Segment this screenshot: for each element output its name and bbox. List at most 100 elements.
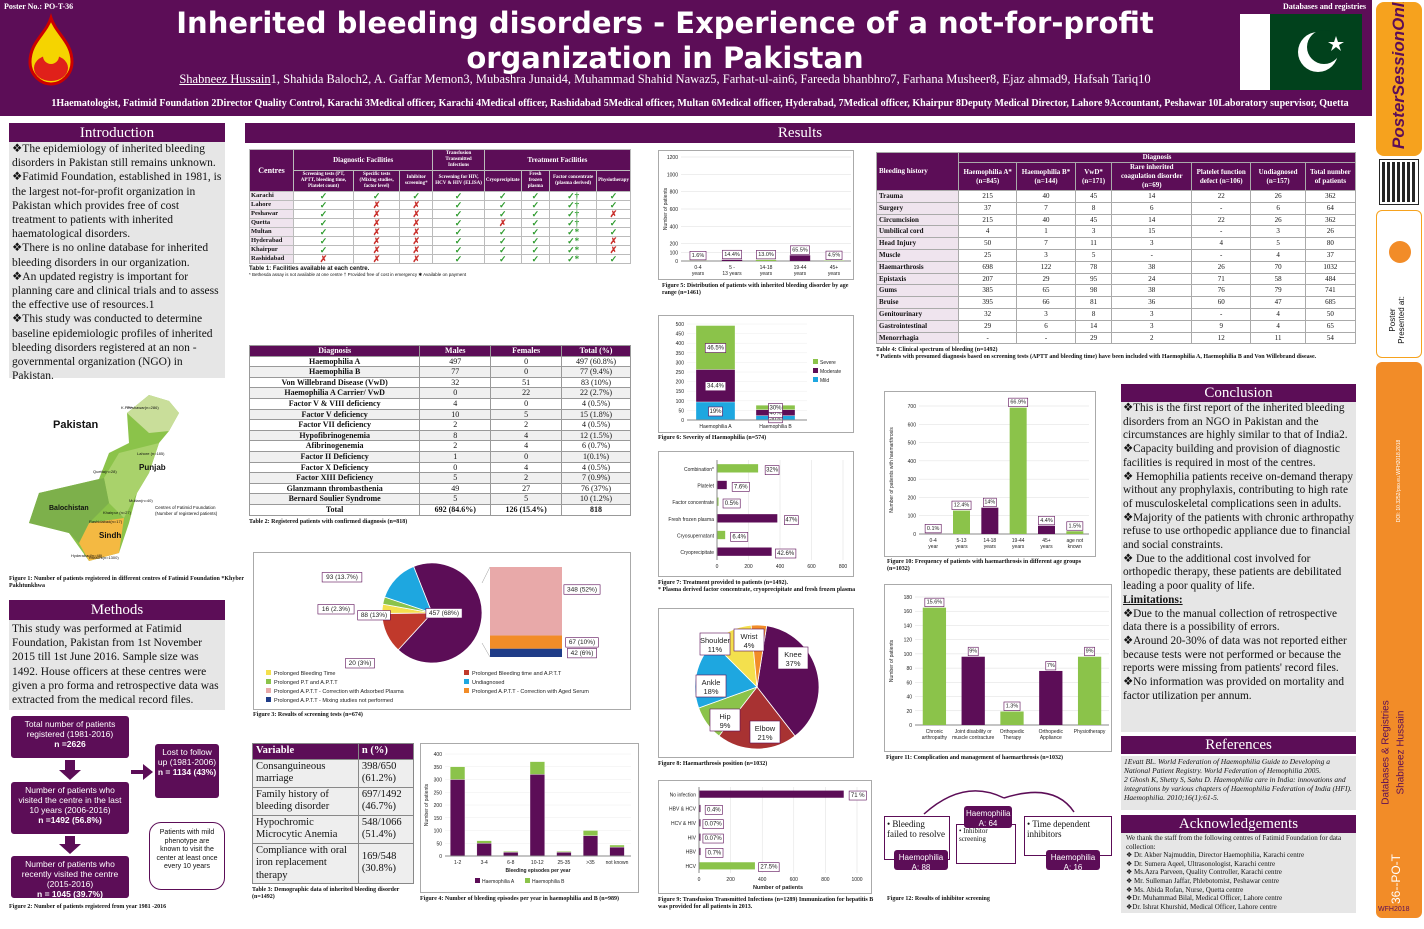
poster-header: Poster No.: PO-T-36 Databases and regist… <box>0 0 1372 116</box>
data-label: 9% <box>1086 649 1094 655</box>
map-label: Balochistan <box>49 505 89 512</box>
table-cell: 58 <box>1251 273 1306 285</box>
table-cell: 0 <box>491 367 562 378</box>
bar <box>699 791 844 798</box>
brand-panel[interactable]: PosterSessionOnline <box>1376 2 1422 156</box>
th-facility: Specific tests (Mixing studies, factor l… <box>354 171 400 192</box>
legend-label: Haemophilia B <box>532 879 565 885</box>
y-tick-label: 1000 <box>667 172 678 178</box>
legend-swatch <box>464 670 469 675</box>
bar <box>557 852 572 856</box>
table-cell: 7 (0.9%) <box>562 473 631 484</box>
table-cell: 2 <box>420 420 491 431</box>
data-label: 42.6% <box>777 551 795 557</box>
data-label: 66.9% <box>1010 400 1026 406</box>
data-label: 12.4% <box>954 503 970 509</box>
data-label: 0.07% <box>705 836 723 842</box>
table-cell: 8 <box>1075 308 1112 320</box>
table-cell: 4 <box>1251 249 1306 261</box>
y-tick-label: 400 <box>434 752 443 758</box>
table-cell: 29 <box>1017 273 1075 285</box>
table-cell: 32 <box>959 308 1017 320</box>
table-cell: Head Injury <box>877 238 959 250</box>
table-cell: 9 <box>1192 320 1251 332</box>
methods-heading: Methods <box>9 600 225 620</box>
list-item: ❖ Dr. Sumera Aqeel, Ultrasonologist, Kar… <box>1126 860 1351 869</box>
table-cell: 398/650 (61.2%) <box>358 759 413 787</box>
figure5-caption: Figure 5: Distribution of patients with … <box>662 283 858 297</box>
table-cell: 5 <box>1075 249 1112 261</box>
x-tick-label: years <box>692 271 705 277</box>
x-tick-label: 400 <box>758 877 767 883</box>
y-tick-label: 300 <box>908 477 917 483</box>
table-cell: Umbilical cord <box>877 226 959 238</box>
bar <box>699 862 755 869</box>
y-axis-label: Number of patients <box>663 187 669 230</box>
pie-value: 18% <box>703 687 718 696</box>
table-cell: 10 (1.2%) <box>562 494 631 505</box>
list-item: ❖ Ms.Azra Parveen, Quality Controller, K… <box>1126 868 1351 877</box>
y-tick-label: 60 <box>906 680 912 686</box>
table-cell: 12 (1.5%) <box>562 430 631 441</box>
breakdown-label: 42 (6%) <box>571 650 594 657</box>
flow-arrows <box>9 714 239 904</box>
table-cell: 0 <box>491 398 562 409</box>
bar <box>756 260 776 261</box>
y-tick-label: 400 <box>676 341 685 347</box>
map-label: Centres of Fatimid Foundation <box>155 505 216 510</box>
table-cell: 4 <box>1251 320 1306 332</box>
map-label: Rashidabad(n=17) <box>89 519 122 524</box>
data-label: 30% <box>769 405 782 411</box>
legend-label: Prolonged A.P.T.T - Correction with Adso… <box>274 689 405 695</box>
bottom-code: WFH2018 <box>1378 906 1410 913</box>
table-cell: 385 <box>959 285 1017 297</box>
y-tick-label: 200 <box>434 803 443 809</box>
qr-code[interactable] <box>1380 160 1418 204</box>
table1-note: * Bethesda assay is not available at one… <box>249 272 631 278</box>
y-tick-label: HBV <box>686 850 697 856</box>
pie-label: Shoulder <box>700 636 731 645</box>
legend-label: Undiagnosed <box>472 680 504 686</box>
table-cell: 3 <box>1017 249 1075 261</box>
y-tick-label: 300 <box>434 778 443 784</box>
th-bleeding-history: Bleeding history <box>877 153 959 191</box>
legend-label: Mild <box>820 378 829 384</box>
legend-label: Moderate <box>820 369 841 375</box>
legend-swatch <box>813 359 818 364</box>
table-cell: Factor V & VIII deficiency <box>250 398 420 409</box>
y-tick-label: 600 <box>670 207 679 213</box>
figure8-caption: Figure 8: Haemarthrosis position (n=1032… <box>658 761 854 768</box>
x-tick-label: Physiotherapy <box>1074 729 1106 735</box>
table4-header: VwD* (n=171) <box>1075 163 1112 191</box>
bar <box>610 845 625 847</box>
x-tick-label: Haemophilia B <box>759 424 792 430</box>
y-tick-label: 350 <box>676 351 685 357</box>
y-tick-label: 200 <box>908 495 917 501</box>
table3-caption: Table 3: Demographic data of inherited b… <box>252 887 414 901</box>
table4-header: Rare inherited coagulation disorder (n=6… <box>1112 163 1192 191</box>
table-cell: 12 <box>1192 332 1251 344</box>
table-cell: 207 <box>959 273 1017 285</box>
bar <box>962 657 985 725</box>
table-cell: Compliance with oral iron replacement th… <box>253 843 359 884</box>
bar <box>450 767 465 780</box>
x-tick-label: 400 <box>776 564 785 570</box>
table-cell: Gastrointestinal <box>877 320 959 332</box>
table-cell: 78 <box>1075 261 1112 273</box>
legend-swatch <box>813 368 818 373</box>
x-tick-label: arthropathy <box>922 735 948 741</box>
y-tick-label: Factor concentrate <box>672 500 714 506</box>
figure3-svg: 457 (68%)88 (13%)20 (3%)16 (2.3%)93 (13.… <box>254 553 632 711</box>
bar <box>530 762 545 775</box>
table-cell: 3 <box>1251 226 1306 238</box>
list-item: ❖Dr. Muhammad Bilal, Medical Officer, La… <box>1126 894 1351 903</box>
table-cell: Bruise <box>877 297 959 309</box>
figure6-svg: 05010015020025030035040045050019%34.4%46… <box>659 316 855 434</box>
pie-label: Wrist <box>741 632 759 641</box>
